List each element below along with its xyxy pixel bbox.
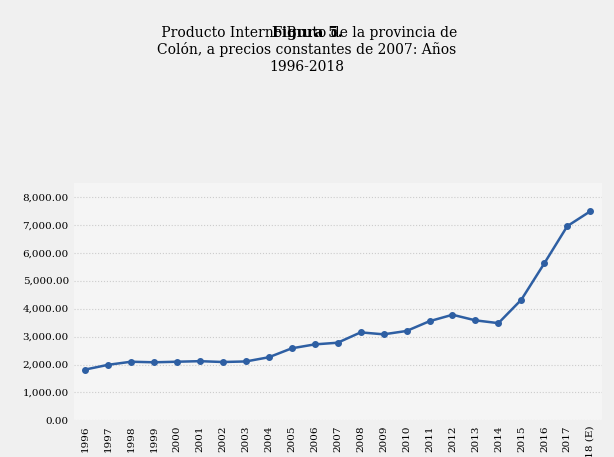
Text: Producto Interno Bruto de la provincia de
Colón, a precios constantes de 2007: A: Producto Interno Bruto de la provincia d… [157,26,457,74]
Text: Figura 5.: Figura 5. [271,26,343,40]
